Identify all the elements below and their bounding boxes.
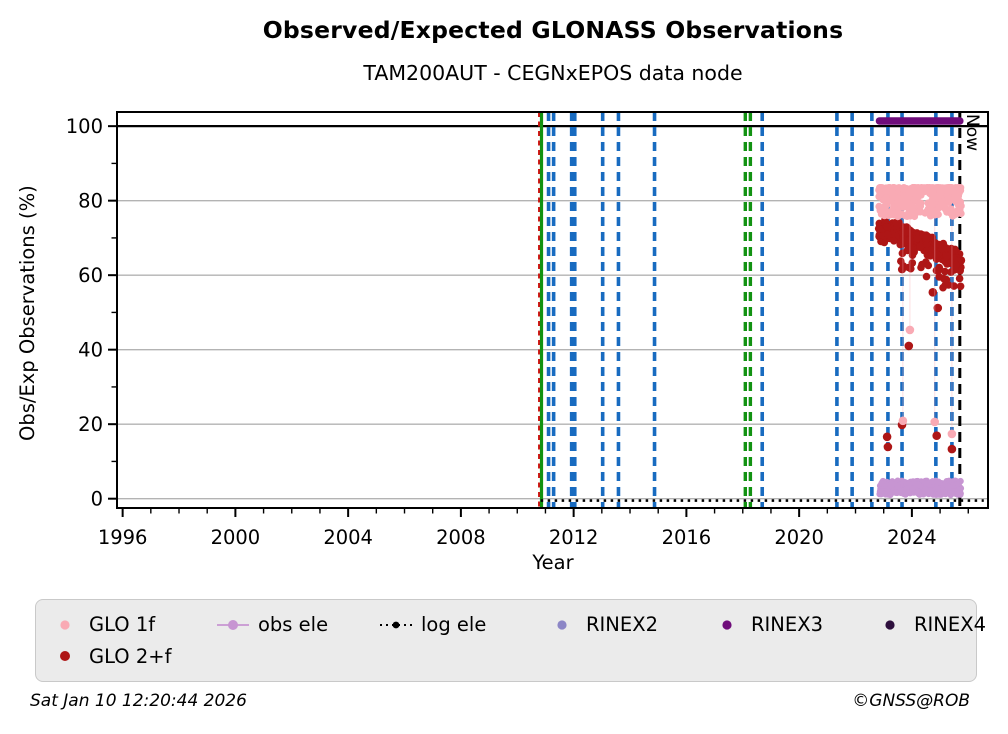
legend-item-rinex2: RINEX2 (545, 615, 710, 635)
svg-text:2004: 2004 (323, 526, 373, 549)
obs-ele-marker-icon (217, 619, 249, 630)
legend-item-glo-2f: GLO 2+f (48, 644, 215, 668)
legend-item-rinex3: RINEX3 (710, 615, 873, 635)
svg-text:2016: 2016 (662, 526, 712, 549)
legend-label: GLO 2+f (89, 644, 172, 668)
legend-item-log-ele: log ele (378, 615, 545, 635)
svg-text:2000: 2000 (211, 526, 261, 549)
x-axis-label: Year (532, 551, 574, 574)
svg-text:80: 80 (78, 190, 103, 213)
chart-title: Observed/Expected GLONASS Observations (262, 16, 844, 44)
y-axis-label: Obs/Exp Observations (%) (16, 185, 39, 441)
plot-timestamp: Sat Jan 10 12:20:44 2026 (30, 691, 247, 711)
svg-text:0: 0 (91, 488, 103, 511)
legend-item-rinex4: RINEX4 (873, 615, 986, 635)
observations-chart: 1996 2000 2004 2008 2012 2016 2020 2024 0 20 40 60 8… (66, 111, 989, 549)
svg-text:40: 40 (78, 339, 103, 362)
chart-subtitle: TAM200AUT - CEGNxEPOS data node (363, 61, 743, 85)
legend-label: log ele (421, 613, 487, 636)
legend-label: RINEX2 (586, 613, 658, 636)
legend-label: RINEX3 (751, 613, 823, 636)
svg-text:1996: 1996 (98, 526, 148, 549)
legend: GLO 1f obs ele log ele RINEX2 RINEX3 RIN… (35, 599, 986, 682)
legend-label: GLO 1f (89, 613, 156, 636)
glo-1f-marker-icon (60, 620, 70, 630)
rinex2-marker-icon (557, 620, 567, 630)
svg-text:2024: 2024 (887, 526, 937, 549)
legend-item-obs-ele: obs ele (215, 615, 378, 635)
svg-text:2012: 2012 (549, 526, 599, 549)
now-annotation: Now (962, 114, 982, 152)
glo-2f-marker-icon (60, 651, 70, 662)
legend-item-glo-1f: GLO 1f (48, 615, 215, 635)
svg-text:20: 20 (78, 413, 103, 436)
rinex4-marker-icon (885, 620, 895, 630)
svg-text:2020: 2020 (774, 526, 824, 549)
rinex3-marker-icon (722, 620, 732, 630)
legend-label: obs ele (258, 613, 329, 636)
svg-text:2008: 2008 (436, 526, 486, 549)
copyright: ©GNSS@ROB (852, 691, 970, 711)
svg-text:100: 100 (66, 115, 103, 138)
log-ele-marker-icon (380, 621, 412, 629)
svg-text:60: 60 (78, 264, 103, 287)
legend-label: RINEX4 (914, 613, 986, 636)
